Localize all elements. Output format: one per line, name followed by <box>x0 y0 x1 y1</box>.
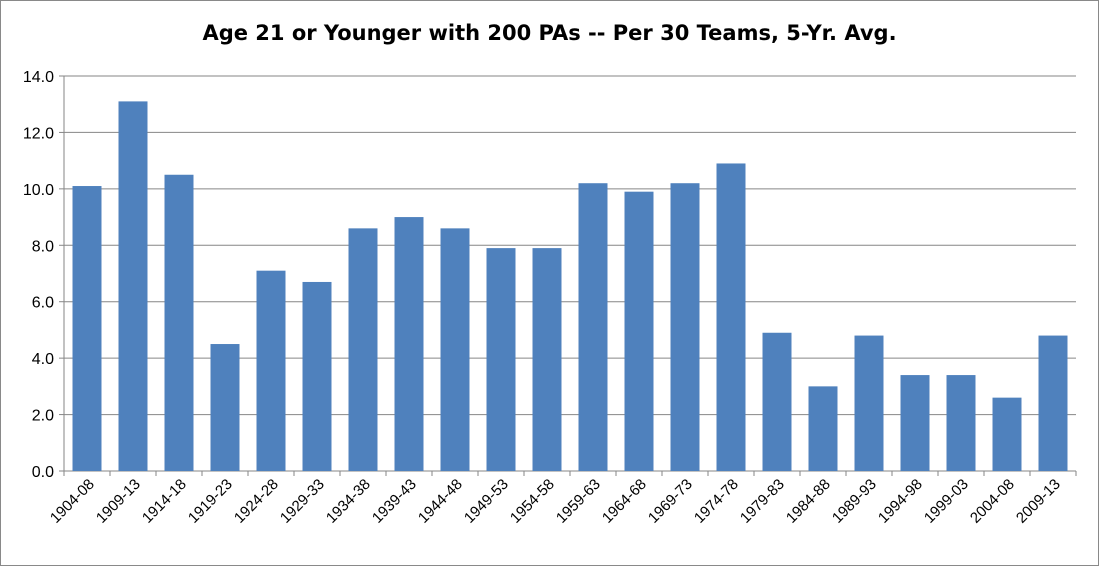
bar-1994-98 <box>900 375 930 471</box>
bar-1944-48 <box>440 228 470 471</box>
bar-1999-03 <box>946 375 976 471</box>
y-tick-label: 10.0 <box>23 182 54 199</box>
bar-1969-73 <box>670 183 700 471</box>
x-tick-label: 1969-73 <box>645 476 696 527</box>
x-tick-label: 1989-93 <box>829 476 880 527</box>
y-tick-label: 6.0 <box>32 295 54 312</box>
bar-1934-38 <box>348 228 378 471</box>
bar-2009-13 <box>1038 335 1068 471</box>
bar-1974-78 <box>716 163 746 471</box>
bar-2004-08 <box>992 397 1022 471</box>
y-tick-label: 12.0 <box>23 125 54 142</box>
bar-1904-08 <box>72 186 102 472</box>
x-tick-label: 1949-53 <box>461 476 512 527</box>
y-tick-label: 8.0 <box>32 238 54 255</box>
x-tick-label: 1909-13 <box>93 476 144 527</box>
bar-1919-23 <box>210 344 240 471</box>
bar-1964-68 <box>624 191 654 471</box>
x-tick-label: 1984-88 <box>783 476 834 527</box>
bar-1989-93 <box>854 335 884 471</box>
x-tick-label: 2004-08 <box>967 476 1018 527</box>
x-tick-label: 1959-63 <box>553 476 604 527</box>
x-tick-label: 1974-78 <box>691 476 742 527</box>
x-tick-label: 2009-13 <box>1013 476 1064 527</box>
x-tick-label: 1934-38 <box>323 476 374 527</box>
x-tick-label: 1954-58 <box>507 476 558 527</box>
bar-1929-33 <box>302 281 332 471</box>
x-tick-label: 1999-03 <box>921 476 972 527</box>
y-tick-label: 4.0 <box>32 351 54 368</box>
bar-1909-13 <box>118 101 148 472</box>
x-tick-label: 1939-43 <box>369 476 420 527</box>
bar-1959-63 <box>578 183 608 471</box>
x-tick-label: 1994-98 <box>875 476 926 527</box>
bar-1979-83 <box>762 332 792 471</box>
y-tick-label: 0.0 <box>32 464 54 481</box>
y-tick-label: 14.0 <box>23 69 54 86</box>
x-tick-label: 1944-48 <box>415 476 466 527</box>
bar-1914-18 <box>164 174 194 471</box>
bars <box>72 101 1068 472</box>
x-tick-label: 1924-28 <box>231 476 282 527</box>
x-tick-label: 1904-08 <box>47 476 98 527</box>
bar-1954-58 <box>532 248 562 471</box>
x-tick-label: 1919-23 <box>185 476 236 527</box>
x-axis-ticks: 1904-081909-131914-181919-231924-281929-… <box>47 471 1077 527</box>
bar-1949-53 <box>486 248 516 471</box>
y-tick-label: 2.0 <box>32 408 54 425</box>
bar-1939-43 <box>394 217 424 471</box>
x-tick-label: 1964-68 <box>599 476 650 527</box>
bar-1984-88 <box>808 386 838 471</box>
y-axis-ticks: 0.0 2.0 4.0 6.0 8.0 10.0 12.0 14.0 <box>23 69 54 481</box>
chart-title: Age 21 or Younger with 200 PAs -- Per 30… <box>202 21 897 45</box>
x-tick-label: 1929-33 <box>277 476 328 527</box>
x-tick-label: 1979-83 <box>737 476 788 527</box>
x-tick-label: 1914-18 <box>139 476 190 527</box>
bar-1924-28 <box>256 270 286 471</box>
